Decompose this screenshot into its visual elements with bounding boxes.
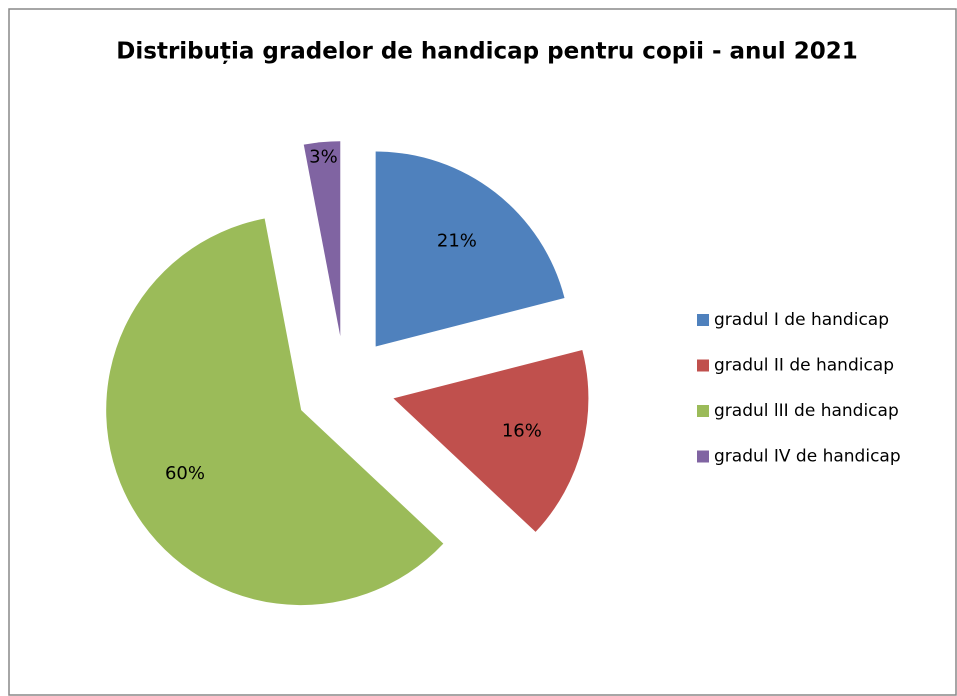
pie-slice bbox=[303, 141, 341, 337]
pie-slice bbox=[375, 151, 565, 347]
data-label: 16% bbox=[502, 420, 542, 441]
data-label: 3% bbox=[309, 147, 338, 168]
legend-label: gradul IV de handicap bbox=[714, 447, 901, 467]
data-label: 60% bbox=[165, 463, 205, 484]
pie-slice bbox=[106, 218, 444, 606]
chart-title: Distribuția gradelor de handicap pentru … bbox=[116, 39, 857, 65]
pie-slice bbox=[393, 349, 589, 532]
legend-label: gradul II de handicap bbox=[714, 356, 894, 376]
legend-label: gradul I de handicap bbox=[714, 310, 889, 330]
legend-swatch bbox=[697, 314, 709, 326]
legend-label: gradul lII de handicap bbox=[714, 401, 899, 421]
legend-swatch bbox=[697, 405, 709, 417]
legend-swatch bbox=[697, 359, 709, 372]
legend-swatch bbox=[697, 450, 709, 463]
data-label: 21% bbox=[437, 231, 477, 252]
